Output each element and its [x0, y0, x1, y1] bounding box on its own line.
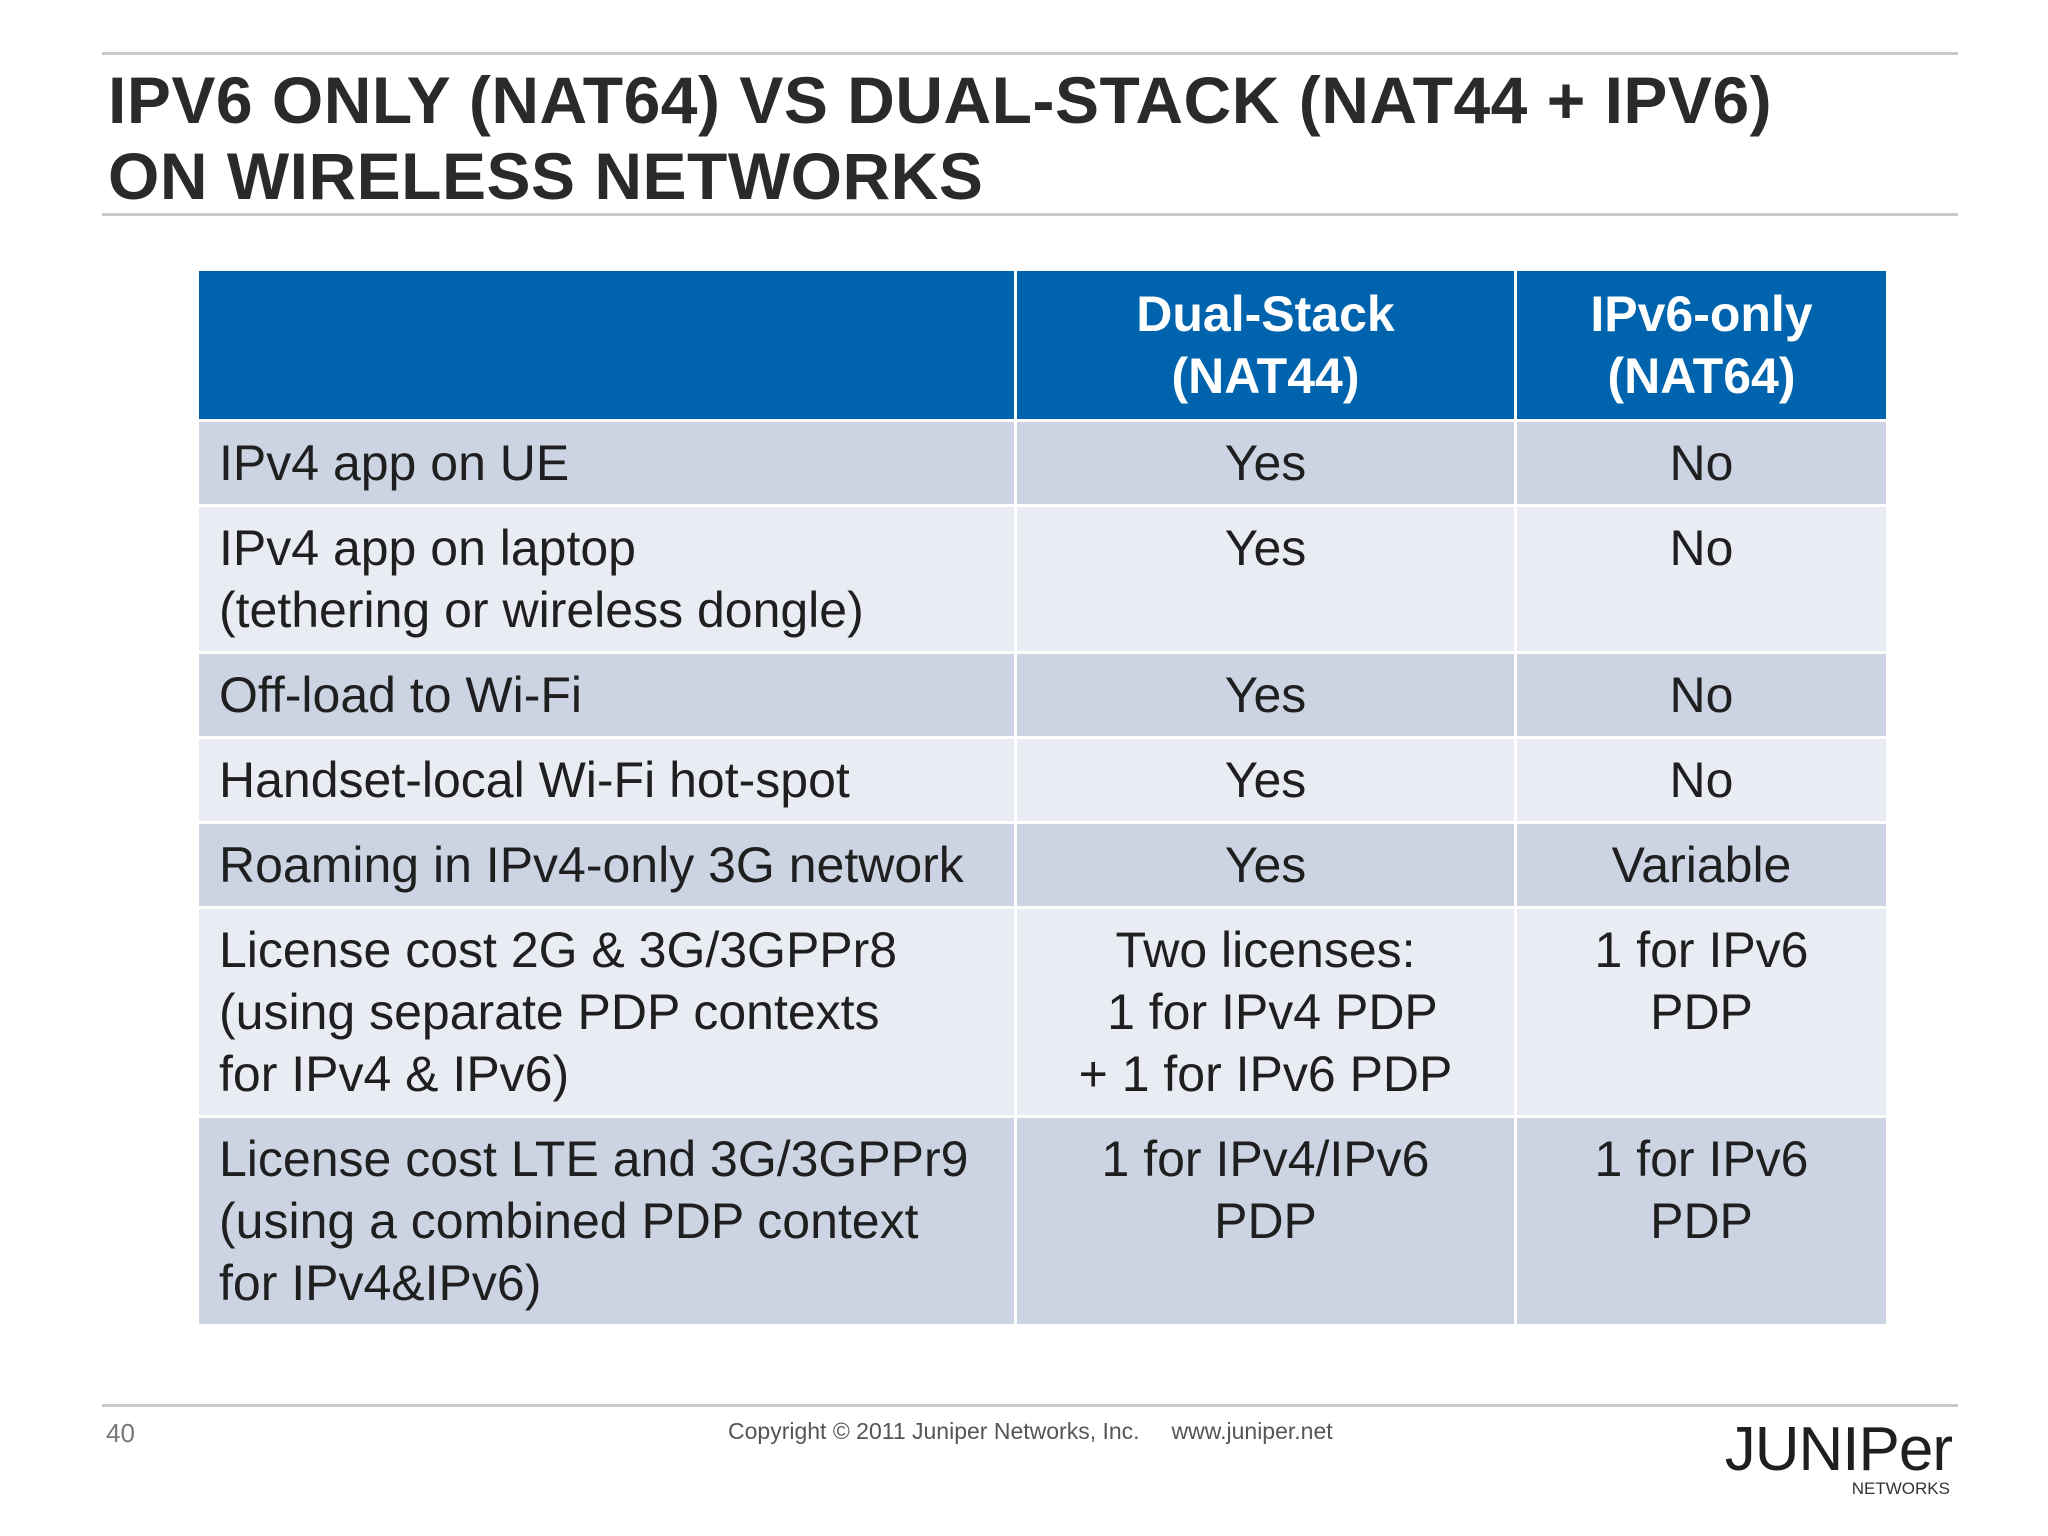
logo-subtext: NETWORKS: [1852, 1479, 1950, 1498]
table-header-row: Dual-Stack (NAT44) IPv6-only (NAT64): [196, 268, 1889, 422]
ipv6-only-cell: No: [1514, 736, 1889, 824]
feature-cell-text: IPv4 app on laptop (tethering or wireless…: [219, 520, 864, 638]
dual-stack-cell: Yes: [1014, 419, 1517, 507]
dual-stack-cell-text: Yes: [1224, 837, 1307, 893]
table-body: IPv4 app on UE Yes No IPv4 app on laptop (te…: [196, 419, 1889, 1327]
feature-cell: Off-load to Wi-Fi: [196, 651, 1017, 739]
table-row: IPv4 app on laptop (tethering or wireless…: [196, 504, 1889, 654]
feature-cell-text: License cost LTE and 3G/3GPPr9 (using a c…: [219, 1131, 969, 1311]
title-bottom-rule: [102, 213, 1958, 216]
header-feature: [196, 268, 1017, 422]
feature-cell: Roaming in IPv4-only 3G network: [196, 821, 1017, 909]
logo-wordmark: JUNIPer: [1725, 1418, 1953, 1484]
dual-stack-cell-text: Yes: [1224, 752, 1307, 808]
footer-rule: [102, 1404, 1958, 1407]
ipv6-only-cell-text: No: [1669, 520, 1734, 576]
dual-stack-cell: Yes: [1014, 736, 1517, 824]
dual-stack-cell-text: Two licenses: 1 for IPv4 PDP + 1 for IPv6…: [1078, 922, 1453, 1102]
feature-cell-text: License cost 2G & 3G/3GPPr8 (using separa…: [219, 922, 898, 1102]
slide-title: IPV6 ONLY (NAT64) VS DUAL-STACK (NAT44 +…: [108, 62, 1948, 214]
feature-cell-text: IPv4 app on UE: [219, 435, 570, 491]
dual-stack-cell: Yes: [1014, 821, 1517, 909]
header-ipv6-only: IPv6-only (NAT64): [1514, 268, 1889, 422]
dual-stack-cell: Yes: [1014, 504, 1517, 654]
feature-cell: Handset-local Wi-Fi hot-spot: [196, 736, 1017, 824]
dual-stack-cell: Yes: [1014, 651, 1517, 739]
ipv6-only-cell-text: No: [1669, 667, 1734, 723]
table-row: License cost 2G & 3G/3GPPr8 (using separa…: [196, 906, 1889, 1118]
header-dual-stack: Dual-Stack (NAT44): [1014, 268, 1517, 422]
feature-cell: License cost LTE and 3G/3GPPr9 (using a c…: [196, 1115, 1017, 1327]
table-row: Off-load to Wi-Fi Yes No: [196, 651, 1889, 739]
dual-stack-cell: Two licenses: 1 for IPv4 PDP + 1 for IPv6…: [1014, 906, 1517, 1118]
ipv6-only-cell: 1 for IPv6 PDP: [1514, 906, 1889, 1118]
ipv6-only-cell: No: [1514, 651, 1889, 739]
slide-title-line-1: IPV6 ONLY (NAT64) VS DUAL-STACK (NAT44 +…: [108, 63, 1773, 137]
ipv6-only-cell-text: 1 for IPv6 PDP: [1594, 922, 1809, 1040]
dual-stack-cell-text: 1 for IPv4/IPv6 PDP: [1101, 1131, 1430, 1249]
dual-stack-cell: 1 for IPv4/IPv6 PDP: [1014, 1115, 1517, 1327]
table-row: IPv4 app on UE Yes No: [196, 419, 1889, 507]
feature-cell-text: Handset-local Wi-Fi hot-spot: [219, 752, 850, 808]
title-top-rule: [102, 52, 1958, 55]
feature-cell: IPv4 app on laptop (tethering or wireless…: [196, 504, 1017, 654]
table-row: License cost LTE and 3G/3GPPr9 (using a c…: [196, 1115, 1889, 1327]
ipv6-only-cell-text: No: [1669, 435, 1734, 491]
ipv6-only-cell-text: Variable: [1611, 837, 1792, 893]
ipv6-only-cell: 1 for IPv6 PDP: [1514, 1115, 1889, 1327]
ipv6-only-cell: Variable: [1514, 821, 1889, 909]
copyright-text: Copyright © 2011 Juniper Networks, Inc.: [728, 1418, 1140, 1444]
ipv6-only-cell: No: [1514, 419, 1889, 507]
dual-stack-cell-text: Yes: [1224, 435, 1307, 491]
dual-stack-cell-text: Yes: [1224, 520, 1307, 576]
slide-title-line-2: ON WIRELESS NETWORKS: [108, 139, 984, 213]
ipv6-only-cell-text: No: [1669, 752, 1734, 808]
feature-cell: IPv4 app on UE: [196, 419, 1017, 507]
comparison-table: Dual-Stack (NAT44) IPv6-only (NAT64) IPv4 …: [196, 268, 1889, 1327]
copyright-notice: Copyright © 2011 Juniper Networks, Inc. w…: [728, 1418, 1333, 1445]
table-row: Roaming in IPv4-only 3G network Yes Variab…: [196, 821, 1889, 909]
juniper-logo: JUNIPer NETWORKS: [1725, 1418, 1954, 1498]
feature-cell-text: Roaming in IPv4-only 3G network: [219, 837, 964, 893]
feature-cell: License cost 2G & 3G/3GPPr8 (using separa…: [196, 906, 1017, 1118]
table-row: Handset-local Wi-Fi hot-spot Yes No: [196, 736, 1889, 824]
dual-stack-cell-text: Yes: [1224, 667, 1307, 723]
website-link[interactable]: www.juniper.net: [1171, 1418, 1333, 1444]
page-number: 40: [106, 1418, 135, 1448]
feature-cell-text: Off-load to Wi-Fi: [219, 667, 583, 723]
ipv6-only-cell: No: [1514, 504, 1889, 654]
ipv6-only-cell-text: 1 for IPv6 PDP: [1594, 1131, 1809, 1249]
